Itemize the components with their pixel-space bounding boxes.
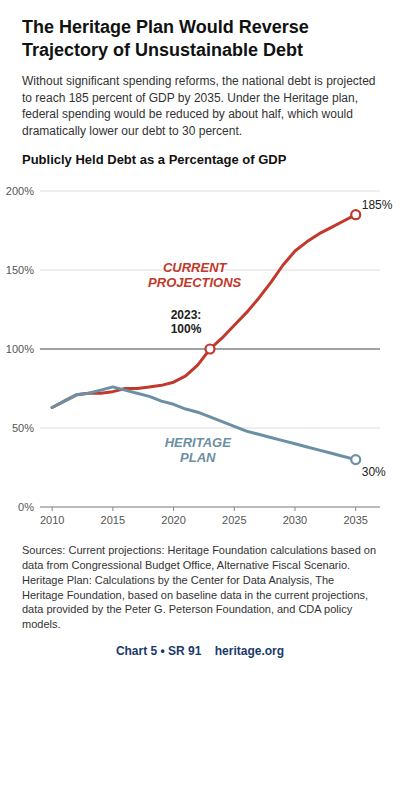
x-tick (112, 507, 113, 511)
y-tick-label: 100% (6, 343, 34, 355)
grid-line (40, 427, 380, 428)
title: The Heritage Plan Would Reverse Trajecto… (22, 16, 378, 63)
x-tick (52, 507, 53, 511)
y-tick-label: 200% (6, 185, 34, 197)
x-tick-label: 2025 (222, 514, 246, 526)
x-tick-label: 2035 (343, 514, 367, 526)
subtitle: Without significant spending reforms, th… (22, 73, 378, 140)
text-line: HERITAGE (165, 435, 232, 450)
source: Sources: Current projections: Heritage F… (22, 543, 378, 632)
x-tick (234, 507, 235, 511)
y-tick-label: 0% (18, 501, 34, 513)
point-marker (351, 210, 360, 219)
annotation: 30% (362, 465, 386, 479)
plot-area (40, 210, 380, 464)
y-tick-label: 50% (12, 422, 34, 434)
series-label: CURRENTPROJECTIONS (148, 260, 242, 290)
axis-label: Publicly Held Debt as a Percentage of GD… (22, 152, 378, 167)
x-tick (355, 507, 356, 511)
text-line: CURRENT (163, 260, 228, 275)
series-label: HERITAGEPLAN (165, 435, 232, 465)
text-line: 2023: (171, 308, 202, 322)
footer: Chart 5 • SR 91 heritage.org (22, 644, 378, 658)
x-axis (40, 506, 380, 507)
x-tick-label: 2010 (40, 514, 64, 526)
grid-line (40, 506, 380, 507)
text-line: PROJECTIONS (148, 275, 242, 290)
point-marker (351, 455, 360, 464)
series-line (52, 215, 356, 408)
y-tick-label: 150% (6, 264, 34, 276)
x-tick (173, 507, 174, 511)
text-line: PLAN (180, 450, 216, 465)
x-tick-label: 2020 (161, 514, 185, 526)
x-tick (295, 507, 296, 511)
x-tick-label: 2030 (283, 514, 307, 526)
annotation: 2023:100% (171, 308, 202, 336)
point-marker (206, 344, 215, 353)
text-line: 100% (171, 322, 202, 336)
x-tick-label: 2015 (101, 514, 125, 526)
grid-line (40, 190, 380, 191)
chart: 0% 50% 100% 150% 200% 2010 2015 2020 2025 2030 203… (0, 167, 400, 537)
series-line (52, 387, 356, 460)
annotation: 185% (362, 198, 393, 212)
